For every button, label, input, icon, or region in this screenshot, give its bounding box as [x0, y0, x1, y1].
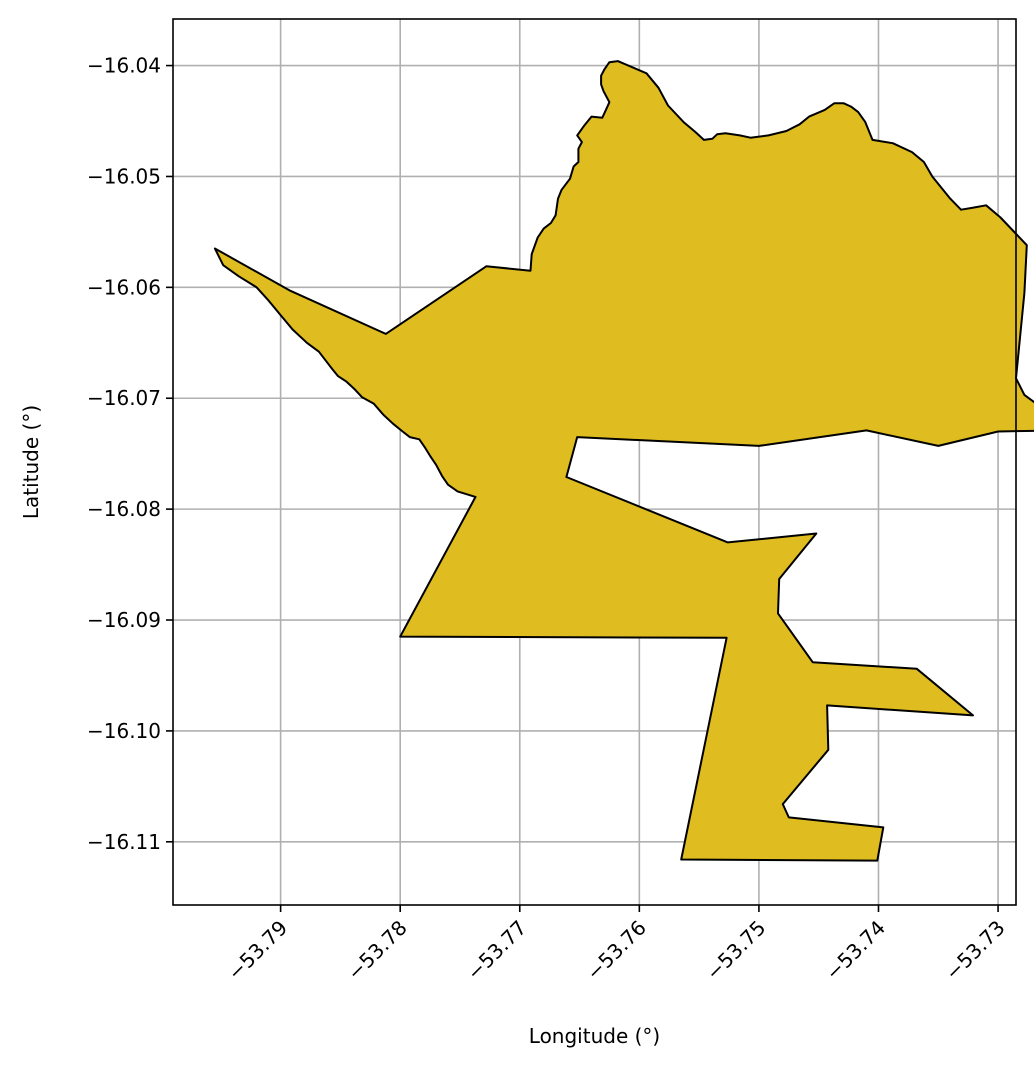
x-tick-label-5: −53.74 — [821, 916, 890, 985]
x-axis-ticks: −53.79 −53.78 −53.77 −53.76 −53.75 −53.74 −53.… — [223, 905, 1010, 985]
y-tick-label-5: −16.09 — [87, 608, 161, 632]
x-tick-label-6: −53.73 — [940, 916, 1009, 985]
x-tick-label-2: −53.77 — [462, 916, 531, 985]
y-axis-label: Latitude (°) — [19, 405, 43, 519]
x-tick-label-0: −53.79 — [223, 916, 292, 985]
y-tick-label-1: −16.05 — [87, 164, 161, 188]
x-tick-label-3: −53.76 — [582, 916, 651, 985]
y-tick-label-3: −16.07 — [87, 386, 161, 410]
y-tick-label-4: −16.08 — [87, 497, 161, 521]
y-tick-label-6: −16.10 — [87, 719, 161, 743]
y-tick-label-7: −16.11 — [87, 830, 161, 854]
x-tick-label-4: −53.75 — [701, 916, 770, 985]
y-tick-label-0: −16.04 — [87, 54, 161, 78]
region-polygon — [213, 60, 1034, 862]
x-tick-label-1: −53.78 — [342, 916, 411, 985]
y-tick-label-2: −16.06 — [87, 275, 161, 299]
axes-frame — [172, 18, 1017, 906]
x-axis-label: Longitude (°) — [529, 1024, 660, 1048]
y-axis-ticks: −16.04 −16.05 −16.06 −16.07 −16.08 −16.09 −16.… — [87, 54, 173, 854]
